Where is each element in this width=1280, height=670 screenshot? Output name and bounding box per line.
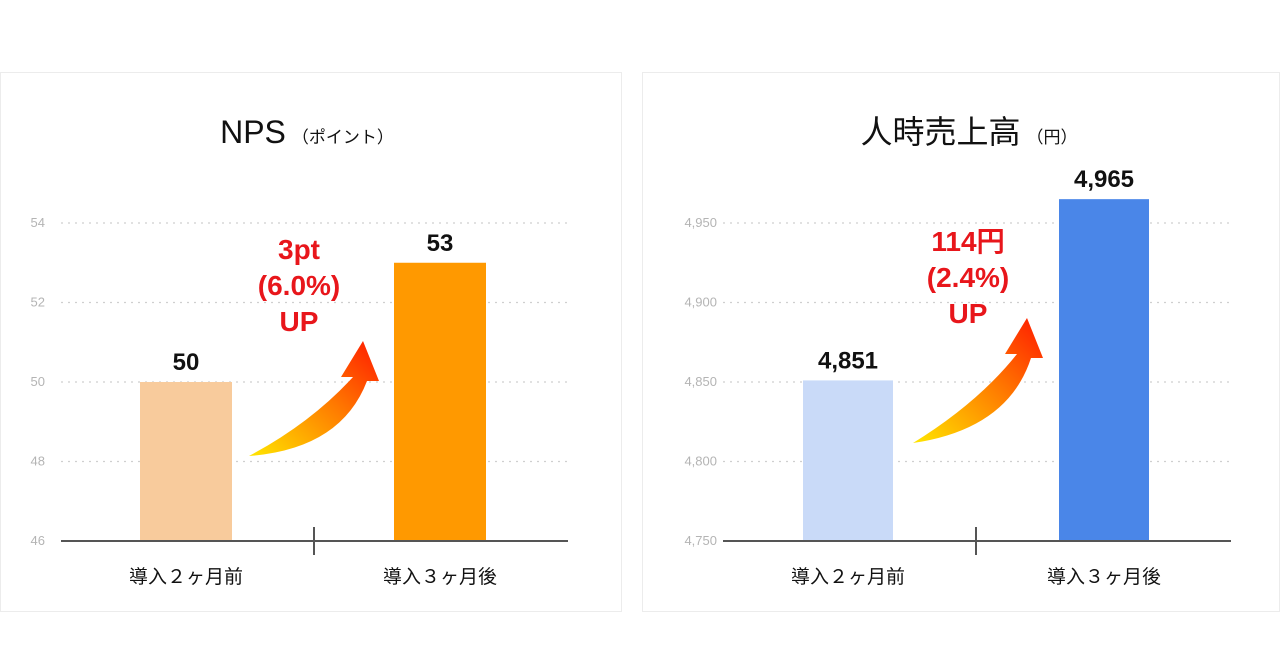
chart-title-main: NPS: [220, 114, 286, 150]
y-tick-label: 54: [31, 215, 45, 230]
data-label: 53: [427, 230, 454, 257]
up-arrow-icon: [249, 341, 379, 456]
x-tick-label: 導入３ヶ月後: [1047, 566, 1161, 588]
y-tick-label: 46: [31, 533, 45, 548]
x-tick-label: 導入３ヶ月後: [383, 566, 497, 588]
bar: [140, 382, 232, 541]
chart-title: 人時売上高 （円）: [860, 114, 1077, 150]
bar: [394, 262, 486, 541]
y-tick-label: 4,800: [684, 454, 717, 469]
chart-title-unit: （円）: [1027, 128, 1078, 148]
sales-per-hour-chart-panel: 人時売上高 （円） 4,750 4,800 4,850 4,900 4,950 4,851 導入…: [642, 72, 1280, 612]
y-tick-label: 4,850: [684, 374, 717, 389]
y-tick-label: 48: [31, 454, 45, 469]
increase-annotation: UP: [949, 298, 988, 329]
bar: [803, 380, 893, 541]
y-tick-label: 4,750: [684, 533, 717, 548]
data-label: 50: [173, 349, 200, 376]
x-tick-label: 導入２ヶ月前: [791, 566, 905, 588]
nps-chart-panel: NPS （ポイント） 46 48 50 52 54 50 導入２ヶ月前 53 導入３ヶ月後 3pt (6…: [0, 72, 622, 612]
chart-title: NPS （ポイント）: [220, 114, 394, 150]
x-tick-label: 導入２ヶ月前: [129, 566, 243, 588]
data-label: 4,965: [1074, 166, 1134, 193]
up-arrow-icon: [913, 318, 1043, 443]
increase-annotation: 3pt: [278, 234, 320, 265]
y-tick-label: 4,900: [684, 295, 717, 310]
y-tick-label: 50: [31, 374, 45, 389]
increase-annotation: UP: [280, 306, 319, 337]
chart-title-main: 人時売上高: [860, 114, 1020, 150]
y-tick-label: 4,950: [684, 215, 717, 230]
increase-annotation: (6.0%): [258, 270, 340, 301]
chart-title-unit: （ポイント）: [292, 128, 394, 148]
sales-per-hour-chart: 人時売上高 （円） 4,750 4,800 4,850 4,900 4,950 4,851 導入…: [684, 114, 1231, 588]
y-tick-label: 52: [31, 295, 45, 310]
nps-chart: NPS （ポイント） 46 48 50 52 54 50 導入２ヶ月前 53 導入３ヶ月後 3pt (6…: [31, 114, 568, 588]
bar: [1059, 199, 1149, 541]
increase-annotation: (2.4%): [927, 262, 1009, 293]
increase-annotation: 114円: [931, 226, 1004, 257]
data-label: 4,851: [818, 347, 878, 374]
